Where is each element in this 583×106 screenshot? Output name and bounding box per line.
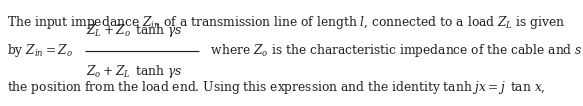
Text: $Z_o + Z_L\,$ tanh $\gamma s$: $Z_o + Z_L\,$ tanh $\gamma s$ (86, 63, 183, 80)
Text: where $Z_o$ is the characteristic impedance of the cable and $s$ is: where $Z_o$ is the characteristic impeda… (203, 42, 583, 59)
Text: the position from the load end. Using this expression and the identity tanh $jx : the position from the load end. Using th… (7, 79, 546, 96)
Text: The input impedance $Z_{in}$ of a transmission line of length $l$, connected to : The input impedance $Z_{in}$ of a transm… (7, 14, 566, 31)
Text: by $Z_{in} = Z_o\,$: by $Z_{in} = Z_o\,$ (7, 42, 73, 59)
Text: $Z_L + Z_o\,$ tanh $\gamma s$: $Z_L + Z_o\,$ tanh $\gamma s$ (86, 22, 183, 39)
